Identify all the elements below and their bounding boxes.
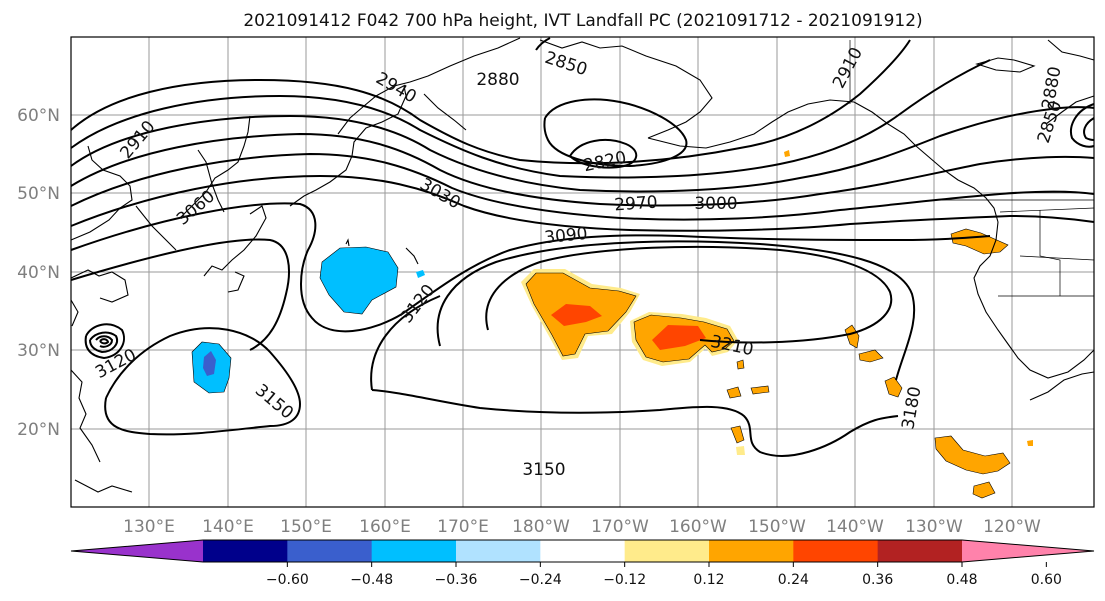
latitude-label: 20°N <box>17 420 60 440</box>
colorbar-tick-label: 0.12 <box>693 572 724 588</box>
colorbar-segment <box>456 540 541 562</box>
positive-ivt-blob-8 <box>730 425 745 444</box>
positive-ivt-blob-10 <box>784 150 790 157</box>
longitude-label: 120°W <box>983 517 1041 537</box>
longitude-label: 130°E <box>123 517 175 537</box>
colorbar-tick-label: 0.36 <box>862 572 893 588</box>
negative-ivt-fleck <box>416 270 425 278</box>
colorbar-segment <box>540 540 626 562</box>
colorbar-over-extension <box>962 540 1094 562</box>
positive-ivt-blob-9 <box>736 446 745 455</box>
colorbar-tick-label: −0.12 <box>603 572 646 588</box>
positive-ivt-blob-11 <box>1027 440 1033 446</box>
positive-ivt-blob-2 <box>858 349 884 363</box>
positive-ivt-blob-1 <box>844 324 860 349</box>
longitude-label: 160°W <box>669 517 727 537</box>
contour-label: 2880 <box>476 70 519 90</box>
colorbar-tick-label: −0.36 <box>435 572 478 588</box>
longitude-label: 140°E <box>202 517 254 537</box>
ivt-shading <box>191 150 1033 499</box>
positive-ivt-core-central <box>551 304 602 326</box>
longitude-label: 160°E <box>359 517 411 537</box>
latitude-label: 50°N <box>17 184 60 204</box>
contour-label: 3150 <box>522 460 565 480</box>
longitude-label: 130°W <box>905 517 963 537</box>
colorbar-segment <box>203 540 288 562</box>
latitude-label: 40°N <box>17 263 60 283</box>
map-frame <box>70 36 1095 508</box>
colorbar-segment <box>877 540 963 562</box>
contour-label: 3090 <box>543 224 588 248</box>
latitude-label: 60°N <box>17 106 60 126</box>
colorbar-segment <box>287 540 373 562</box>
positive-ivt-blob-3 <box>884 376 903 398</box>
longitude-axis: 130°E 140°E 150°E 160°E 170°E 180°W 170°W 160°W… <box>123 517 1041 537</box>
contour-label: 3000 <box>694 194 737 214</box>
positive-ivt-blob-5 <box>726 386 742 399</box>
negative-ivt-region-nw-pacific <box>319 246 399 315</box>
colorbar-tick-label: 0.60 <box>1031 572 1062 588</box>
colorbar-tick-label: −0.48 <box>350 572 393 588</box>
latitude-axis: 60°N 50°N 40°N 30°N 20°N <box>17 106 60 440</box>
positive-ivt-region-se <box>934 435 1011 475</box>
figure-title: 2021091412 F042 700 hPa height, IVT Land… <box>243 11 922 31</box>
positive-ivt-blob-4 <box>972 481 996 499</box>
colorbar-segment <box>371 540 457 562</box>
longitude-label: 180°W <box>512 517 570 537</box>
colorbar-segment <box>793 540 879 562</box>
colorbar-tick-label: 0.48 <box>946 572 977 588</box>
colorbar-under-extension <box>71 540 203 562</box>
longitude-label: 140°W <box>826 517 884 537</box>
latitude-label: 30°N <box>17 341 60 361</box>
positive-ivt-region-ne <box>950 228 1009 255</box>
colorbar-tick-label: 0.24 <box>778 572 809 588</box>
colorbar-segment <box>624 540 710 562</box>
positive-ivt-blob-7 <box>736 359 745 370</box>
colorbar-tick-label: −0.60 <box>266 572 309 588</box>
longitude-label: 170°W <box>591 517 649 537</box>
colorbar-segment <box>709 540 794 562</box>
contour-label: 2970 <box>614 193 659 216</box>
colorbar-outline <box>70 539 1095 563</box>
negative-ivt-core-west <box>203 351 216 376</box>
political-borders <box>849 40 1095 297</box>
height-contours <box>70 37 1095 457</box>
colorbar-tick-label: −0.24 <box>519 572 562 588</box>
colorbar: −0.60 −0.48 −0.36 −0.24 −0.12 0.12 0.24 0.36 0.4… <box>70 539 1095 588</box>
longitude-label: 150°E <box>280 517 332 537</box>
positive-ivt-core-east <box>652 325 706 350</box>
positive-ivt-blob-6 <box>750 385 770 395</box>
longitude-label: 150°W <box>748 517 806 537</box>
longitude-label: 170°E <box>437 517 489 537</box>
